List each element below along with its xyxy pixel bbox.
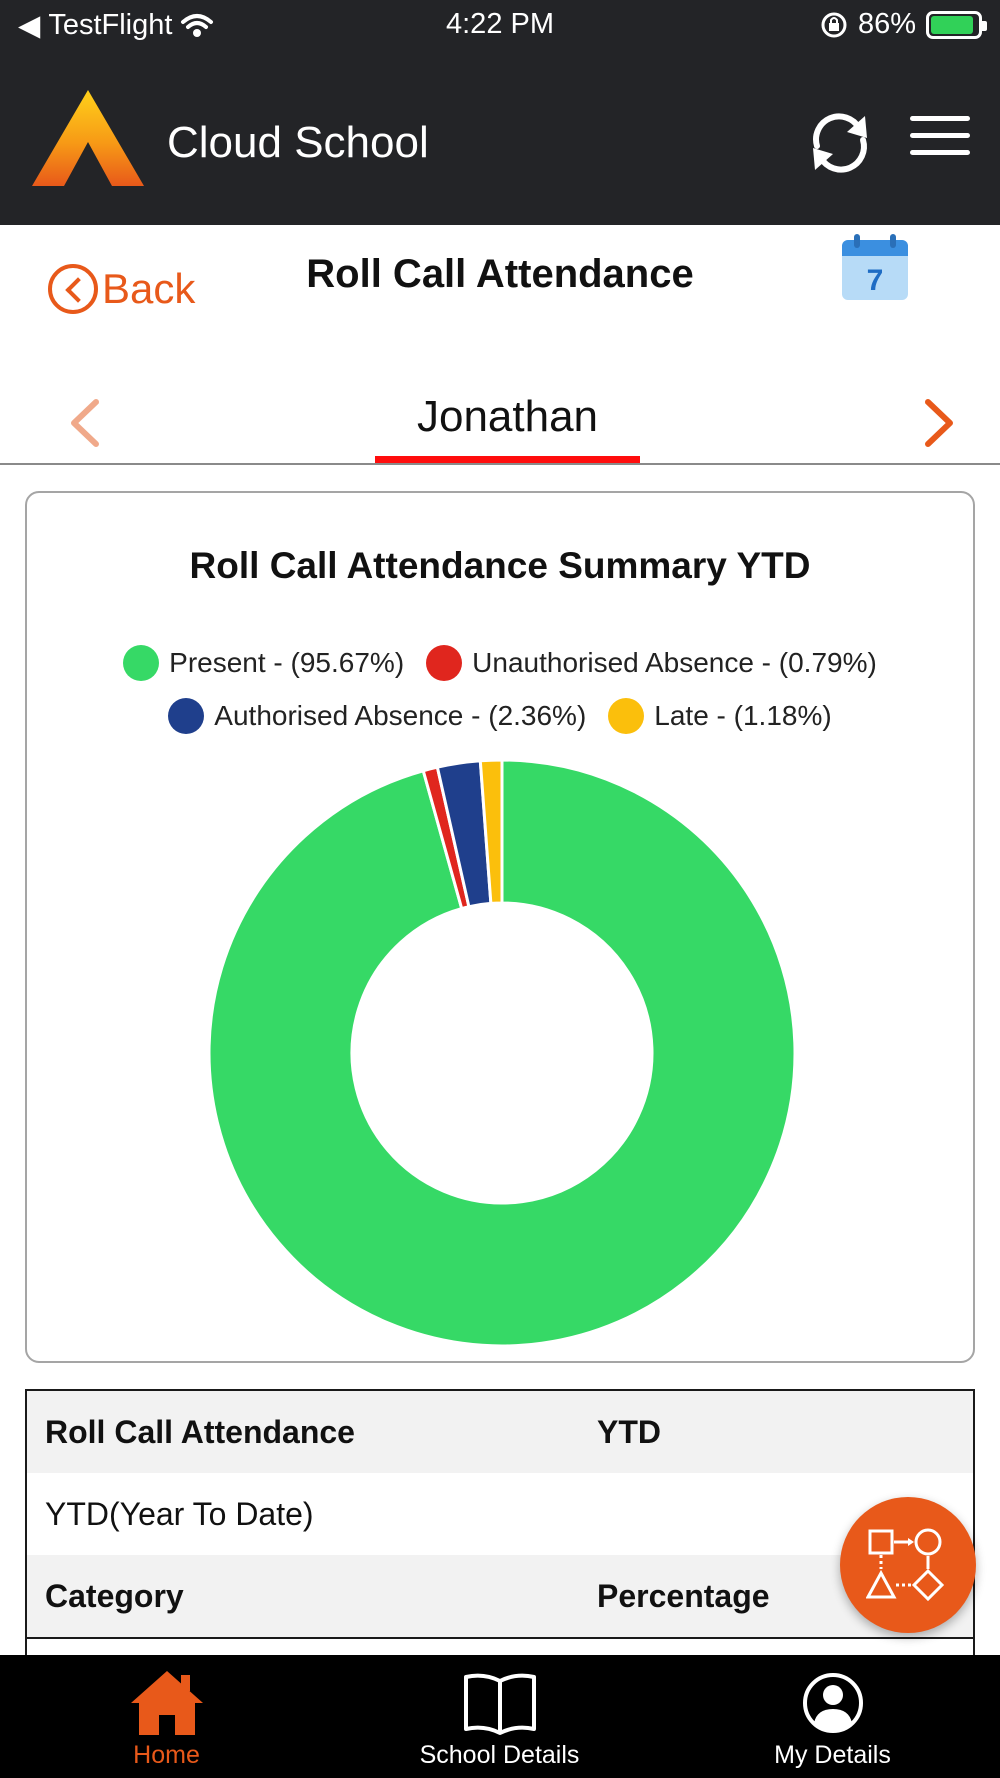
percentage-header: Percentage xyxy=(597,1578,770,1614)
prev-student-chevron-icon[interactable] xyxy=(62,398,112,448)
book-icon xyxy=(463,1673,536,1735)
legend-dot-unauthorised xyxy=(426,645,463,681)
back-app-label[interactable]: TestFlight xyxy=(48,9,173,41)
donut-slice-late[interactable] xyxy=(478,758,504,906)
workflow-fab-button[interactable] xyxy=(840,1497,976,1633)
nav-item-my-details[interactable]: My Details xyxy=(666,1655,999,1778)
battery-icon xyxy=(926,10,987,39)
workflow-shapes-icon xyxy=(866,1528,945,1602)
legend-dot-late xyxy=(608,698,645,734)
chart-legend-row-2: Authorised Absence - (2.36%) Late - (1.1… xyxy=(27,698,973,734)
legend-item-unauthorised[interactable]: Unauthorised Absence - (0.79%) xyxy=(426,645,877,681)
app-title: Cloud School xyxy=(167,118,429,167)
page-title: Roll Call Attendance xyxy=(306,252,694,296)
chart-title: Roll Call Attendance Summary YTD xyxy=(189,545,811,586)
nav-item-school-details[interactable]: School Details xyxy=(333,1655,666,1778)
legend-label-present: Present - (95.67%) xyxy=(169,647,405,678)
nav-label-home: Home xyxy=(133,1741,200,1769)
category-header: Category xyxy=(45,1578,184,1614)
table-header-col1: Roll Call Attendance xyxy=(45,1414,355,1450)
legend-item-present[interactable]: Present - (95.67%) xyxy=(123,645,404,681)
orientation-lock-icon xyxy=(821,12,847,37)
table-subheader-row: Category Percentage xyxy=(27,1555,973,1637)
legend-item-authorised[interactable]: Authorised Absence - (2.36%) xyxy=(168,698,586,734)
calendar-day: 7 xyxy=(867,264,884,297)
back-label: Back xyxy=(102,265,196,312)
legend-item-late[interactable]: Late - (1.18%) xyxy=(608,698,832,734)
user-circle-icon xyxy=(802,1673,863,1733)
hamburger-menu-icon[interactable] xyxy=(910,116,970,166)
wifi-icon xyxy=(181,13,214,37)
calendar-icon[interactable]: 7 xyxy=(840,232,910,302)
student-tab-indicator xyxy=(375,456,640,465)
status-time: 4:22 PM xyxy=(446,8,554,40)
legend-label-late: Late - (1.18%) xyxy=(654,700,832,731)
bottom-nav: Home School Details My Details xyxy=(0,1655,1000,1778)
status-left: ◀ TestFlight xyxy=(18,8,214,43)
back-triangle-icon[interactable]: ◀ xyxy=(18,10,41,42)
next-student-chevron-icon[interactable] xyxy=(912,398,962,448)
table-header-row: Roll Call Attendance YTD xyxy=(27,1391,973,1473)
nav-label-school-details: School Details xyxy=(419,1741,580,1769)
home-icon xyxy=(130,1671,203,1735)
app-header: Cloud School xyxy=(0,52,1000,225)
tab-divider xyxy=(0,463,1000,465)
period-label: YTD(Year To Date) xyxy=(45,1496,314,1532)
legend-label-authorised: Authorised Absence - (2.36%) xyxy=(214,700,587,731)
status-right: 86% xyxy=(820,8,987,41)
sync-icon[interactable] xyxy=(805,108,875,178)
table-row: YTD(Year To Date) xyxy=(27,1473,973,1555)
legend-dot-authorised xyxy=(168,698,205,734)
nav-item-home[interactable]: Home xyxy=(0,1655,333,1778)
chart-card: Roll Call Attendance Summary YTD Present… xyxy=(25,491,975,1363)
back-button[interactable]: Back xyxy=(48,264,195,314)
legend-label-unauthorised: Unauthorised Absence - (0.79%) xyxy=(472,647,877,678)
nav-label-my-details: My Details xyxy=(774,1741,891,1769)
chart-legend-row-1: Present - (95.67%) Unauthorised Absence … xyxy=(27,645,973,681)
cloud-school-logo xyxy=(32,90,144,186)
legend-dot-present xyxy=(123,645,160,681)
table-row-divider xyxy=(27,1637,973,1639)
back-arrow-icon xyxy=(48,264,98,314)
attendance-donut-chart xyxy=(207,758,797,1348)
donut-slice-present[interactable] xyxy=(207,758,797,1348)
student-name-tab[interactable]: Jonathan xyxy=(416,392,599,441)
status-bar: ◀ TestFlight 4:22 PM 86% xyxy=(0,0,1000,52)
table-header-col2: YTD xyxy=(597,1414,661,1450)
battery-percent: 86% xyxy=(857,8,916,40)
